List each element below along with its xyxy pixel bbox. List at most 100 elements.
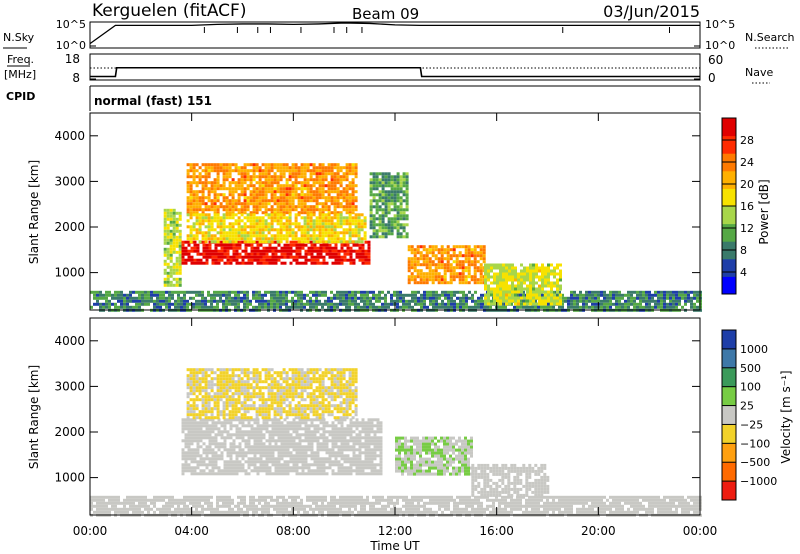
heatmap-cell [510, 495, 513, 499]
heatmap-cell [327, 305, 330, 309]
heatmap-cell [696, 296, 699, 300]
heatmap-cell [295, 252, 299, 256]
heatmap-cell [310, 249, 314, 253]
heatmap-cell [417, 290, 420, 294]
heatmap-cell [279, 175, 283, 179]
heatmap-cell [249, 175, 253, 179]
heatmap-cell [169, 274, 173, 278]
heatmap-cell [198, 202, 202, 206]
heatmap-cell [279, 208, 283, 212]
heatmap-cell [522, 290, 525, 294]
heatmap-cell [282, 205, 286, 209]
heatmap-cell [219, 299, 222, 303]
heatmap-cell [396, 223, 400, 227]
heatmap-cell [216, 205, 220, 209]
heatmap-cell [429, 290, 432, 294]
heatmap-cell [340, 255, 344, 259]
heatmap-cell [372, 507, 375, 511]
heatmap-cell [132, 305, 135, 309]
heatmap-cell [256, 261, 260, 265]
heatmap-cell [189, 199, 193, 203]
heatmap-cell [273, 190, 277, 194]
heatmap-cell [183, 293, 186, 297]
heatmap-cell [180, 296, 183, 300]
date-label: 03/Jun/2015 [603, 2, 700, 21]
heatmap-cell [108, 507, 111, 511]
heatmap-cell [339, 299, 342, 303]
heatmap-cell [516, 293, 519, 297]
heatmap-cell [343, 249, 347, 253]
heatmap-cell [190, 258, 194, 262]
heatmap-cell [502, 275, 505, 279]
heatmap-cell [333, 216, 337, 220]
heatmap-cell [349, 258, 353, 262]
heatmap-cell [234, 219, 238, 223]
heatmap-cell [490, 269, 493, 273]
heatmap-cell [198, 299, 201, 303]
heatmap-cell [169, 241, 173, 245]
heatmap-cell [159, 296, 162, 300]
heatmap-cell [482, 251, 486, 255]
heatmap-cell [318, 299, 321, 303]
heatmap-cell [231, 510, 234, 514]
heatmap-cell [396, 293, 399, 297]
heatmap-cell [273, 504, 276, 508]
heatmap-cell [90, 504, 93, 508]
heatmap-cell [208, 249, 212, 253]
heatmap-cell [195, 184, 199, 188]
heatmap-cell [594, 504, 597, 508]
heatmap-cell [435, 299, 438, 303]
heatmap-cell [434, 269, 438, 273]
heatmap-cell [99, 302, 102, 306]
heatmap-cell [348, 196, 352, 200]
heatmap-cell [450, 296, 453, 300]
heatmap-cell [493, 296, 496, 300]
heatmap-cell [549, 305, 552, 309]
heatmap-cell [336, 163, 340, 167]
heatmap-cell [279, 305, 282, 309]
heatmap-cell [585, 507, 588, 511]
noise-panel: 10^5 10^0 10^5 10^0 N.Sky N.Search [3, 18, 795, 52]
heatmap-cell [618, 299, 621, 303]
heatmap-cell [336, 181, 340, 185]
heatmap-cell [309, 225, 313, 229]
heatmap-cell [175, 283, 179, 287]
heatmap-cell [321, 305, 324, 309]
heatmap-cell [318, 240, 322, 244]
heatmap-cell [591, 501, 594, 505]
heatmap-cell [393, 501, 396, 505]
heatmap-cell [507, 510, 510, 514]
heatmap-cell [333, 211, 337, 215]
heatmap-cell [207, 501, 210, 505]
heatmap-cell [292, 249, 296, 253]
heatmap-cell [538, 284, 541, 288]
heatmap-cell [441, 495, 444, 499]
heatmap-cell [559, 293, 562, 297]
heatmap-cell [372, 302, 375, 306]
heatmap-cell [333, 234, 337, 238]
heatmap-cell [159, 299, 162, 303]
heatmap-cell [246, 290, 249, 294]
heatmap-cell [327, 208, 331, 212]
heatmap-cell [96, 299, 99, 303]
heatmap-cell [219, 498, 222, 502]
heatmap-cell [357, 510, 360, 514]
heatmap-cell [273, 178, 277, 182]
heatmap-cell [309, 305, 312, 309]
heatmap-cell [639, 296, 642, 300]
heatmap-cell [558, 498, 561, 502]
heatmap-cell [541, 275, 544, 279]
heatmap-cell [496, 302, 499, 306]
heatmap-cell [573, 296, 576, 300]
heatmap-cell [612, 510, 615, 514]
heatmap-cell [166, 238, 170, 242]
heatmap-cell [558, 290, 561, 294]
heatmap-cell [243, 504, 246, 508]
heatmap-cell [172, 229, 176, 233]
heatmap-cell [483, 495, 486, 499]
heatmap-cell [258, 507, 261, 511]
heatmap-cell [246, 507, 249, 511]
heatmap-cell [342, 187, 346, 191]
heatmap-cell [177, 501, 180, 505]
heatmap-cell [259, 243, 263, 247]
